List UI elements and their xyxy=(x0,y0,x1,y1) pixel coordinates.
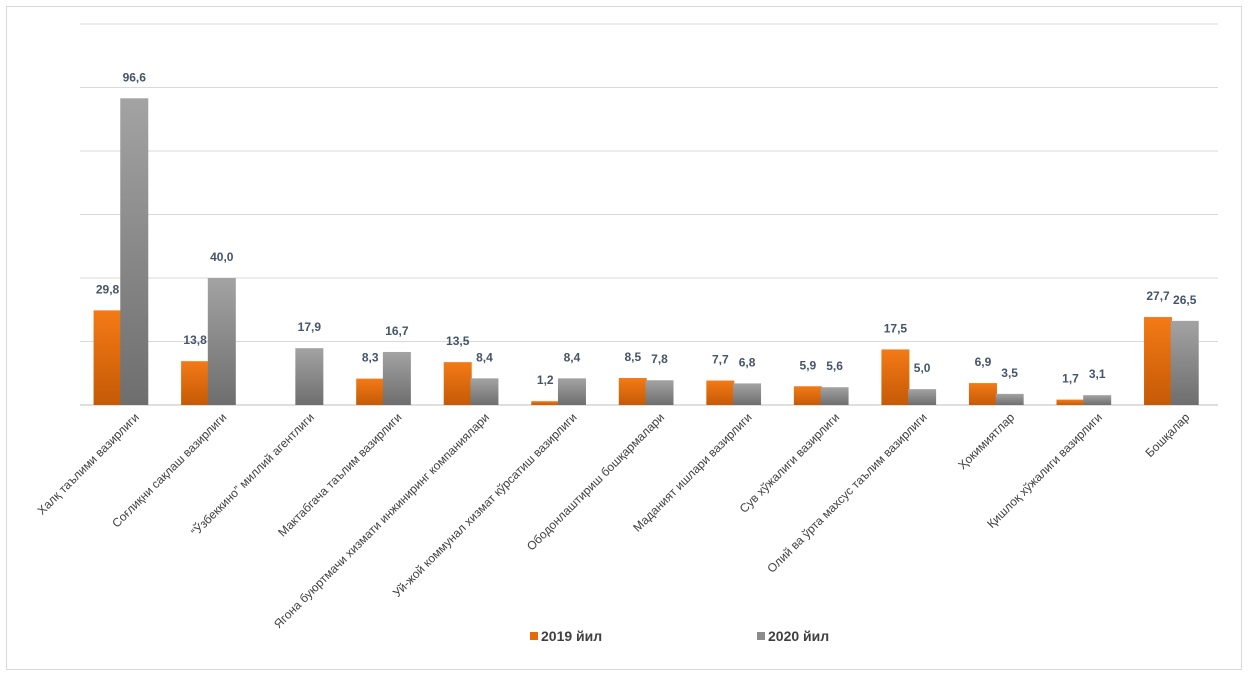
data-label: 17,5 xyxy=(884,321,908,335)
bar-2020 xyxy=(557,378,586,405)
bar-2020 xyxy=(645,380,674,405)
data-label: 13,8 xyxy=(183,333,207,347)
data-label: 5,9 xyxy=(800,358,817,372)
bar-2020 xyxy=(295,348,324,405)
bar-2020 xyxy=(733,383,762,405)
data-label: 40,0 xyxy=(210,250,234,264)
data-label: 16,7 xyxy=(385,324,409,338)
bar-2020 xyxy=(207,278,236,405)
bar-2020 xyxy=(995,393,1024,405)
data-label: 13,5 xyxy=(446,334,470,348)
bar-2019 xyxy=(93,310,122,405)
data-label: 7,7 xyxy=(712,353,729,367)
bar-2019 xyxy=(356,378,385,405)
data-labels: 29,8 96,6 13,8 40,0 17,9 8,3 16,7 13,5 8,4 1,2 8,4… xyxy=(96,70,1197,387)
category-label: Уй-жой коммунал хизмат кўрсатиш вазирлиг… xyxy=(390,410,580,600)
bar-2020 xyxy=(1083,395,1112,405)
bar-2020 xyxy=(820,387,849,405)
data-label: 29,8 xyxy=(96,282,120,296)
data-label: 96,6 xyxy=(123,70,147,84)
data-label: 3,5 xyxy=(1001,366,1018,380)
data-label: 5,6 xyxy=(826,359,843,373)
bar-2020 xyxy=(908,389,937,405)
bar-2020 xyxy=(120,98,149,406)
bar-2019 xyxy=(881,349,910,405)
category-label: Халқ таълими вазирлиги xyxy=(35,410,142,517)
bar-2020 xyxy=(470,378,499,405)
data-label: 27,7 xyxy=(1146,289,1170,303)
bar-2019 xyxy=(531,401,560,405)
bars xyxy=(93,98,1199,406)
category-label: Сув хўжалиги вазирлиги xyxy=(737,410,843,516)
bar-2020 xyxy=(1170,320,1199,405)
data-label: 5,0 xyxy=(914,361,931,375)
data-label: 6,9 xyxy=(975,355,992,369)
category-label: Олий ва ўрта махсус таълим вазирлиги xyxy=(764,410,929,575)
category-label: Ҳокимиятлар xyxy=(955,410,1017,472)
data-label: 7,8 xyxy=(651,352,668,366)
bar-2019 xyxy=(706,380,735,405)
legend-label-2019: 2019 йил xyxy=(541,628,602,644)
legend-label-2020: 2020 йил xyxy=(768,628,829,644)
category-label: Ободонлаштириш бошқармалари xyxy=(524,410,667,553)
bar-2020 xyxy=(382,351,411,405)
bar-2019 xyxy=(968,383,997,405)
legend: 2019 йил 2020 йил xyxy=(530,628,829,644)
data-label: 1,7 xyxy=(1062,372,1079,386)
category-label: Бошқалар xyxy=(1143,410,1193,460)
data-label: 1,2 xyxy=(537,373,554,387)
data-label: 17,9 xyxy=(298,320,322,334)
legend-swatch-2020 xyxy=(757,632,765,640)
bar-2019 xyxy=(618,378,647,405)
gridlines xyxy=(80,23,1218,406)
data-label: 8,4 xyxy=(564,350,581,364)
data-label: 8,5 xyxy=(624,350,641,364)
legend-swatch-2019 xyxy=(530,632,538,640)
bar-2019 xyxy=(793,386,822,405)
bar-2019 xyxy=(181,361,210,405)
data-label: 6,8 xyxy=(739,355,756,369)
bar-2019 xyxy=(1144,317,1173,405)
bar-2019 xyxy=(1056,399,1085,405)
data-label: 3,1 xyxy=(1089,367,1106,381)
data-label: 8,3 xyxy=(362,351,379,365)
data-label: 8,4 xyxy=(476,350,493,364)
data-label: 26,5 xyxy=(1173,293,1197,307)
bar-2019 xyxy=(443,362,472,405)
